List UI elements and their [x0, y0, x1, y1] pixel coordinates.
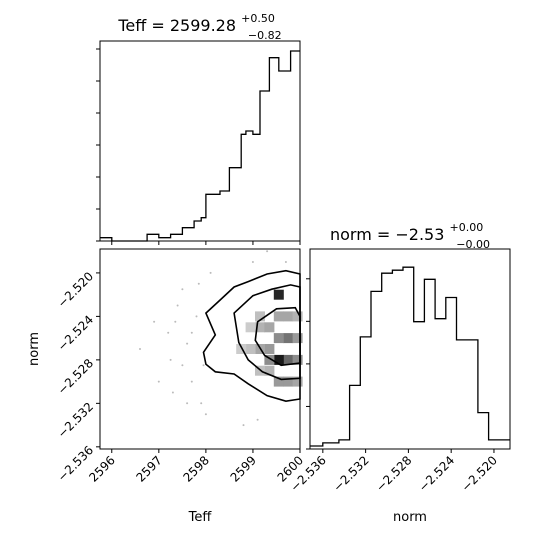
- density-pixel: [283, 333, 294, 344]
- teff-xticks: 2596 2597 2598 2599 2600: [86, 449, 306, 485]
- sample-point: [251, 261, 254, 263]
- sample-point: [157, 380, 160, 383]
- norm-title-sup: +0.00: [449, 221, 483, 234]
- norm-hist-frame: [309, 248, 511, 450]
- density-pixel: [292, 311, 303, 322]
- sample-point: [186, 342, 189, 345]
- density-pixel: [273, 376, 284, 387]
- teff-xtick-label: 2598: [181, 453, 212, 484]
- density-pixel: [283, 311, 294, 322]
- density-pixel: [264, 354, 275, 365]
- norm-xtick-label: −2.528: [373, 453, 414, 494]
- density-pixel: [292, 354, 303, 365]
- norm-ytick-label: −2.524: [55, 313, 96, 354]
- density-pixel: [292, 333, 303, 344]
- sample-point: [190, 380, 193, 383]
- norm-axis-label: norm: [27, 332, 42, 366]
- norm-hist-xticks: −2.536 −2.532 −2.528 −2.524 −2.520: [288, 449, 500, 495]
- sample-point: [169, 358, 172, 361]
- teff-histogram-panel: Teff = 2599.28 +0.50 −0.82: [96, 7, 301, 245]
- norm-xtick-label: −2.524: [416, 453, 457, 494]
- density-pixel: [264, 322, 275, 333]
- sample-point: [195, 315, 198, 318]
- sample-point: [204, 413, 207, 416]
- sample-point: [181, 364, 184, 367]
- teff-norm-frame: [99, 248, 301, 450]
- density-pixel: [273, 289, 284, 300]
- norm-hist-steps: [310, 266, 510, 447]
- sample-point: [139, 348, 141, 350]
- density-pixel: [264, 365, 275, 376]
- sample-point: [190, 331, 193, 334]
- density-pixel: [245, 322, 256, 333]
- norm-ytick-label: −2.532: [55, 400, 96, 441]
- norm-title-sub: −0.00: [456, 238, 490, 251]
- sample-point: [256, 418, 259, 421]
- sample-point: [171, 391, 174, 394]
- density-pixel: [264, 344, 275, 354]
- norm-hist-yticks: [306, 278, 310, 450]
- density-pixel: [292, 376, 303, 387]
- sample-point: [197, 282, 200, 285]
- sample-point: [209, 271, 212, 274]
- sample-point: [284, 261, 287, 263]
- density-pixel: [245, 344, 256, 354]
- sample-point: [266, 250, 269, 253]
- norm-axis-label-bottom: norm: [393, 510, 427, 525]
- density-pixel: [283, 354, 294, 365]
- density-pixels: [236, 289, 303, 387]
- density-pixel: [255, 322, 265, 333]
- sample-point: [181, 288, 184, 291]
- teff-hist-xticks: [111, 241, 301, 245]
- density-pixel: [236, 344, 247, 354]
- norm-title-base: norm = −2.53: [330, 225, 444, 244]
- teff-hist-yticks: [96, 48, 100, 242]
- density-pixel: [273, 333, 284, 344]
- sample-points: [139, 250, 287, 427]
- norm-xtick-label: −2.532: [330, 453, 371, 494]
- norm-ytick-label: −2.528: [55, 356, 96, 397]
- sample-point: [174, 320, 177, 323]
- norm-title: norm = −2.53 +0.00 −0.00: [330, 216, 490, 251]
- sample-point: [202, 364, 205, 367]
- density-pixel: [283, 376, 294, 387]
- sample-point: [200, 402, 203, 405]
- norm-ytick-label: −2.520: [55, 269, 96, 310]
- density-pixel: [273, 311, 284, 322]
- density-pixel: [273, 354, 284, 365]
- norm-histogram-panel: norm = −2.53 +0.00 −0.00 −2.536 −2.532 −2.…: [288, 216, 511, 525]
- teff-xtick-label: 2599: [228, 453, 259, 484]
- teff-title: Teff = 2599.28 +0.50 −0.82: [117, 7, 281, 42]
- teff-title-base: Teff = 2599.28: [117, 16, 236, 35]
- norm-yticks: −2.520−2.524−2.528−2.532−2.536: [55, 269, 100, 484]
- teff-hist-steps: [100, 50, 300, 242]
- sample-point: [167, 331, 170, 334]
- sample-point: [176, 304, 179, 307]
- sample-point: [242, 424, 245, 427]
- teff-title-sup: +0.50: [241, 12, 275, 25]
- teff-axis-label: Teff: [188, 510, 213, 525]
- sample-point: [186, 402, 189, 405]
- teff-norm-2d-panel: 2596 2597 2598 2599 2600 −2.520−2.524−2.528−…: [27, 248, 306, 525]
- teff-title-sub: −0.82: [248, 29, 282, 42]
- density-pixel: [255, 311, 265, 322]
- teff-hist-frame: [99, 40, 301, 242]
- teff-xtick-label: 2597: [133, 453, 164, 484]
- contour-line: [202, 269, 301, 403]
- norm-xtick-label: −2.520: [459, 453, 500, 494]
- sample-point: [153, 320, 156, 323]
